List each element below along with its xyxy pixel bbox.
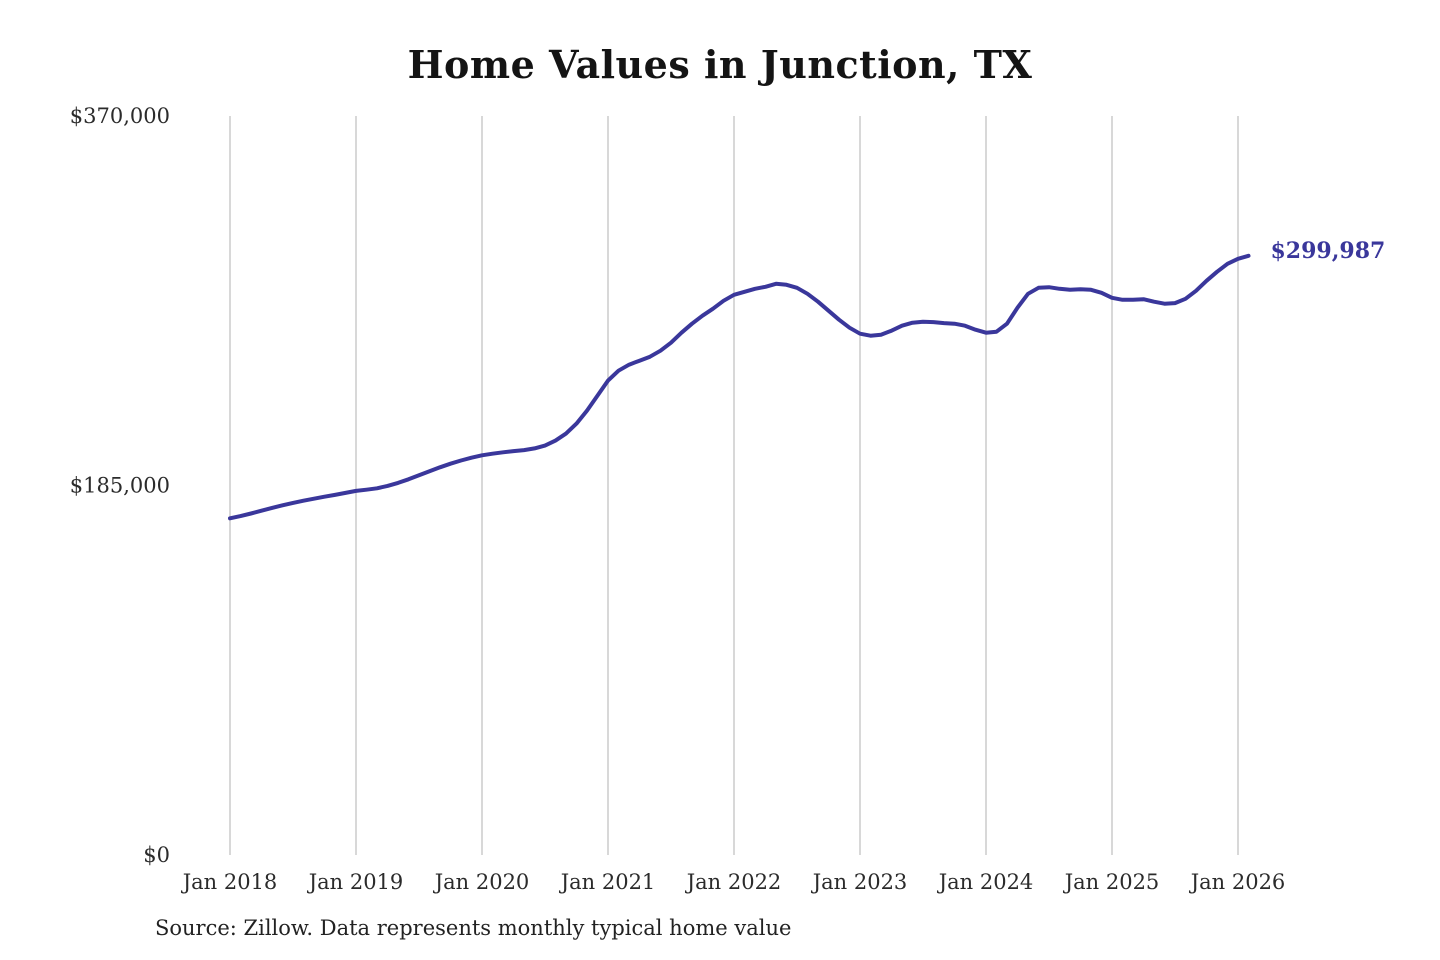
- x-axis-tick-label: Jan 2024: [937, 870, 1034, 894]
- x-axis-tick-label: Jan 2018: [181, 870, 278, 894]
- source-note: Source: Zillow. Data represents monthly …: [155, 916, 792, 940]
- y-axis-tick-label: $185,000: [70, 474, 170, 498]
- x-axis-tick-label: Jan 2021: [559, 870, 656, 894]
- y-axis-tick-label: $0: [143, 843, 170, 867]
- x-axis-tick-label: Jan 2020: [433, 870, 530, 894]
- end-value-label: $299,987: [1271, 238, 1386, 264]
- y-axis-tick-label: $370,000: [70, 104, 170, 128]
- x-axis-tick-label: Jan 2023: [811, 870, 908, 894]
- price-line: [228, 253, 1251, 521]
- chart-title: Home Values in Junction, TX: [407, 42, 1033, 87]
- x-axis-tick-label: Jan 2022: [685, 870, 782, 894]
- x-axis-tick-label: Jan 2025: [1063, 870, 1160, 894]
- x-axis-tick-label: Jan 2026: [1189, 870, 1286, 894]
- x-axis-tick-label: Jan 2019: [307, 870, 404, 894]
